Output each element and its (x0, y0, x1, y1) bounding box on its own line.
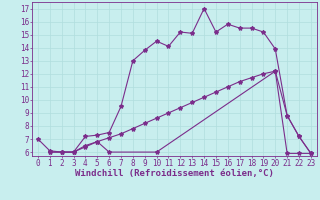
X-axis label: Windchill (Refroidissement éolien,°C): Windchill (Refroidissement éolien,°C) (75, 169, 274, 178)
